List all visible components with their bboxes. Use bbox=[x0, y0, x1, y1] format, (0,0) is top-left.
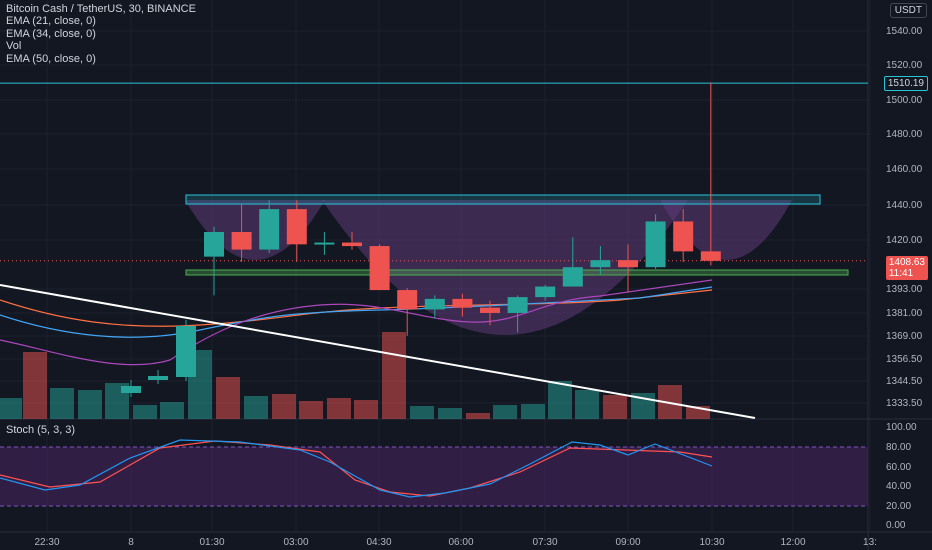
candle-body bbox=[452, 298, 473, 308]
indicator-vol[interactable]: Vol bbox=[6, 40, 22, 53]
volume-bar bbox=[521, 404, 545, 419]
candle-body bbox=[286, 209, 307, 245]
bar-countdown: 11:41 bbox=[888, 268, 914, 279]
volume-bar bbox=[466, 413, 490, 419]
stoch-axis-label: 100.00 bbox=[886, 422, 917, 433]
stoch-k-line bbox=[0, 439, 713, 498]
volume-bar bbox=[50, 388, 74, 419]
volume-bar bbox=[244, 396, 268, 419]
price-axis-label: 1356.50 bbox=[886, 354, 923, 365]
candle-body bbox=[314, 242, 335, 245]
time-axis-label: 01:30 bbox=[199, 537, 224, 548]
candle-body bbox=[480, 307, 500, 313]
candle-body bbox=[121, 386, 141, 393]
candle-body bbox=[590, 260, 611, 268]
candle-body bbox=[424, 298, 445, 310]
right-handle-shape bbox=[660, 200, 792, 260]
resistance-price-tag: 1510.19 bbox=[883, 76, 928, 91]
candle-body bbox=[562, 267, 583, 287]
resistance-zone bbox=[185, 194, 821, 205]
price-axis-label: 1333.50 bbox=[886, 398, 923, 409]
last-price-value: 1408.63 bbox=[888, 257, 925, 268]
indicator-ema21[interactable]: EMA (21, close, 0) bbox=[6, 15, 96, 28]
candle-body bbox=[645, 221, 666, 268]
volume-bar bbox=[438, 408, 462, 419]
price-axis-label: 1540.00 bbox=[886, 26, 923, 37]
support-zone bbox=[185, 269, 849, 276]
price-axis-label: 1393.00 bbox=[886, 284, 923, 295]
volume-bar bbox=[410, 406, 434, 419]
time-axis-label: 22:30 bbox=[34, 537, 59, 548]
chart-legend: Bitcoin Cash / TetherUS, 30, BINANCE EMA… bbox=[6, 3, 196, 65]
volume-bar bbox=[603, 395, 627, 419]
descending-trendline bbox=[0, 284, 756, 419]
stoch-axis-label: 40.00 bbox=[886, 481, 911, 492]
ema21-line bbox=[0, 279, 713, 366]
indicator-ema34[interactable]: EMA (34, close, 0) bbox=[6, 27, 96, 40]
volume-bar bbox=[493, 405, 517, 419]
currency-button[interactable]: USDT bbox=[889, 3, 927, 18]
ema34-line bbox=[0, 286, 713, 338]
volume-bar bbox=[216, 377, 240, 419]
stoch-band bbox=[0, 447, 868, 506]
price-axis-label: 1344.50 bbox=[886, 376, 923, 387]
price-axis-label: 1480.00 bbox=[886, 129, 923, 140]
volume-bar bbox=[299, 401, 323, 419]
candle-body bbox=[204, 232, 224, 257]
time-axis-label: 03:00 bbox=[283, 537, 308, 548]
price-axis-label: 1440.00 bbox=[886, 200, 923, 211]
volume-bar bbox=[327, 398, 351, 419]
candle-body bbox=[176, 326, 196, 377]
candle-body bbox=[618, 260, 638, 268]
candle-body bbox=[507, 297, 528, 313]
candle-body bbox=[369, 246, 390, 291]
volume-bar bbox=[0, 398, 22, 419]
indicator-ema50[interactable]: EMA (50, close, 0) bbox=[6, 52, 96, 65]
stoch-axis-label: 60.00 bbox=[886, 462, 911, 473]
time-axis-label: 06:00 bbox=[448, 537, 473, 548]
price-axis-label: 1500.00 bbox=[886, 95, 923, 106]
last-price-tag: 1408.63 11:41 bbox=[885, 256, 928, 280]
price-axis-label: 1420.00 bbox=[886, 235, 923, 246]
time-axis-label: 04:30 bbox=[366, 537, 391, 548]
candle-body bbox=[342, 242, 362, 247]
volume-bar bbox=[133, 405, 157, 419]
candle-body bbox=[397, 290, 418, 310]
candle-body bbox=[535, 286, 556, 298]
candle-body bbox=[673, 221, 694, 252]
symbol-title: Bitcoin Cash / TetherUS, 30, BINANCE bbox=[6, 3, 196, 15]
time-axis-label: 8 bbox=[128, 537, 134, 548]
candle-body bbox=[231, 232, 252, 250]
time-axis-label: 12:00 bbox=[780, 537, 805, 548]
volume-bar bbox=[382, 332, 406, 419]
price-axis-label: 1369.00 bbox=[886, 331, 923, 342]
price-axis-label: 1460.00 bbox=[886, 164, 923, 175]
time-axis-label: 13: bbox=[863, 537, 877, 548]
time-axis-label: 07:30 bbox=[532, 537, 557, 548]
candle-body bbox=[259, 209, 280, 250]
volume-bar bbox=[272, 394, 296, 419]
stoch-axis-label: 80.00 bbox=[886, 442, 911, 453]
candle-body bbox=[700, 251, 721, 261]
volume-bar bbox=[23, 352, 47, 419]
volume-bar bbox=[575, 390, 599, 419]
time-axis-label: 09:00 bbox=[615, 537, 640, 548]
price-axis-label: 1520.00 bbox=[886, 60, 923, 71]
stoch-axis-label: 0.00 bbox=[886, 520, 906, 531]
stoch-axis-label: 20.00 bbox=[886, 501, 911, 512]
candle-body bbox=[148, 376, 168, 380]
volume-bar bbox=[354, 400, 378, 419]
stoch-legend[interactable]: Stoch (5, 3, 3) bbox=[6, 424, 76, 436]
volume-bar bbox=[548, 381, 572, 419]
volume-bar bbox=[78, 390, 102, 419]
price-axis-label: 1381.00 bbox=[886, 308, 923, 319]
time-axis-label: 10:30 bbox=[699, 537, 724, 548]
volume-bar bbox=[160, 402, 184, 419]
